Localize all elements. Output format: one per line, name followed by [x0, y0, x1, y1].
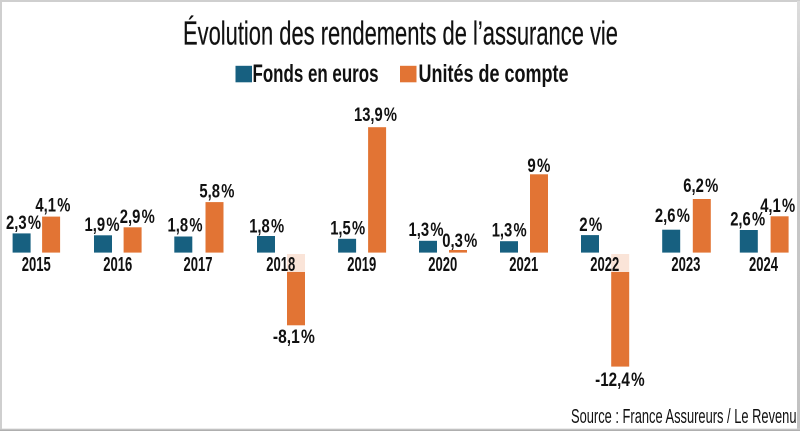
svg-text:Unités de compte: Unités de compte	[419, 60, 569, 88]
svg-text:-12,4 %: -12,4 %	[595, 370, 645, 391]
svg-text:1,8 %: 1,8 %	[249, 217, 284, 238]
svg-text:1,3 %: 1,3 %	[409, 220, 444, 241]
svg-text:Fonds en euros: Fonds en euros	[253, 60, 379, 88]
svg-text:2019: 2019	[347, 253, 376, 276]
svg-text:6,2 %: 6,2 %	[683, 176, 718, 197]
svg-text:5,8 %: 5,8 %	[199, 181, 234, 202]
svg-text:2016: 2016	[103, 253, 132, 276]
svg-text:1,3 %: 1,3 %	[492, 220, 527, 241]
svg-text:2020: 2020	[428, 253, 457, 276]
svg-text:1,9 %: 1,9 %	[85, 215, 120, 236]
svg-text:2,9 %: 2,9 %	[120, 207, 155, 228]
svg-text:2,3 %: 2,3 %	[6, 213, 41, 234]
svg-text:0,3 %: 0,3 %	[442, 231, 477, 252]
svg-text:4,1 %: 4,1 %	[35, 195, 70, 216]
svg-text:2015: 2015	[22, 253, 51, 276]
svg-text:2 %: 2 %	[579, 215, 602, 236]
svg-text:2021: 2021	[509, 253, 538, 276]
svg-text:2,6 %: 2,6 %	[730, 209, 765, 230]
svg-text:2,6 %: 2,6 %	[655, 206, 690, 227]
svg-text:9 %: 9 %	[527, 156, 550, 177]
svg-text:Source : France Assureurs / Le: Source : France Assureurs / Le Revenu	[571, 406, 797, 428]
svg-text:-8,1 %: -8,1 %	[273, 327, 315, 348]
svg-text:2018: 2018	[266, 253, 295, 276]
svg-text:2024: 2024	[749, 253, 778, 276]
svg-text:4,1 %: 4,1 %	[760, 196, 795, 217]
svg-text:2023: 2023	[671, 253, 700, 276]
svg-text:Évolution des rendements de l’: Évolution des rendements de l’assurance …	[183, 16, 618, 53]
svg-text:13,9 %: 13,9 %	[354, 105, 397, 126]
svg-text:1,5 %: 1,5 %	[330, 219, 365, 240]
svg-text:2022: 2022	[590, 253, 619, 276]
svg-text:1,8 %: 1,8 %	[168, 216, 203, 237]
svg-text:2017: 2017	[184, 253, 213, 276]
